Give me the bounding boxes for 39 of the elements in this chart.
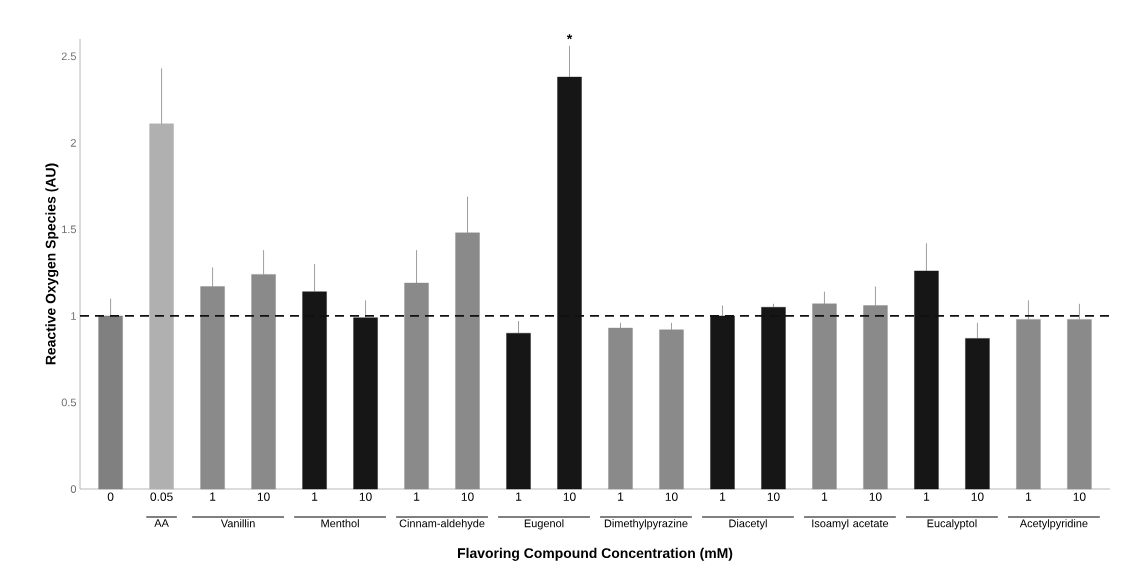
- x-tick-label: 1: [1026, 492, 1032, 501]
- x-tick-label: 1: [618, 492, 624, 501]
- x-tick-label: 10: [257, 492, 270, 501]
- y-axis-title: Reactive Oxygen Species (AU): [45, 163, 59, 365]
- y-tick-label: 2: [70, 139, 76, 147]
- x-tick-label: 1: [516, 492, 522, 501]
- text: Cinnam-aldehyde: [399, 519, 485, 530]
- x-tick-label: 10: [1073, 492, 1086, 501]
- x-tick-label: 10: [359, 492, 372, 501]
- x-tick-label: 10: [869, 492, 882, 501]
- x-tick-label: 1: [414, 492, 420, 501]
- x-tick-label: 10: [767, 492, 780, 501]
- x-tick-label: 10: [665, 492, 678, 501]
- text: Vanillin: [220, 519, 255, 528]
- x-tick-label: 10: [461, 492, 474, 501]
- x-tick-label: 0: [107, 492, 114, 501]
- text: Isoamyl acetate: [812, 519, 889, 530]
- data-label: *: [566, 34, 573, 40]
- x-tick-label: 10: [971, 492, 984, 501]
- text: Eucalyptol: [927, 519, 977, 530]
- text: Menthol: [321, 519, 359, 528]
- x-tick-label: 10: [563, 492, 576, 501]
- text: Acetylpyridine: [1019, 519, 1088, 530]
- y-tick-label: 2.5: [61, 52, 77, 61]
- y-tick-label: 1: [71, 312, 76, 320]
- x-tick-label: 1: [822, 492, 828, 501]
- text: AA: [154, 519, 169, 527]
- y-tick-label: 1.5: [62, 225, 77, 234]
- x-tick-label: 1: [312, 492, 318, 501]
- x-tick-label: 1: [924, 492, 930, 501]
- y-tick-label: 0.5: [61, 398, 77, 407]
- x-axis-title: Flavoring Compound Concentration (mM): [458, 547, 733, 561]
- x-tick-label: 1: [210, 492, 216, 501]
- text: Dimethylpyrazine: [604, 519, 688, 530]
- text: Eugenol: [524, 519, 564, 530]
- x-tick-label: 0.05: [150, 492, 173, 501]
- text: Diacetyl: [729, 519, 767, 530]
- y-tick-label: 0: [70, 485, 77, 493]
- x-tick-label: 1: [720, 492, 726, 501]
